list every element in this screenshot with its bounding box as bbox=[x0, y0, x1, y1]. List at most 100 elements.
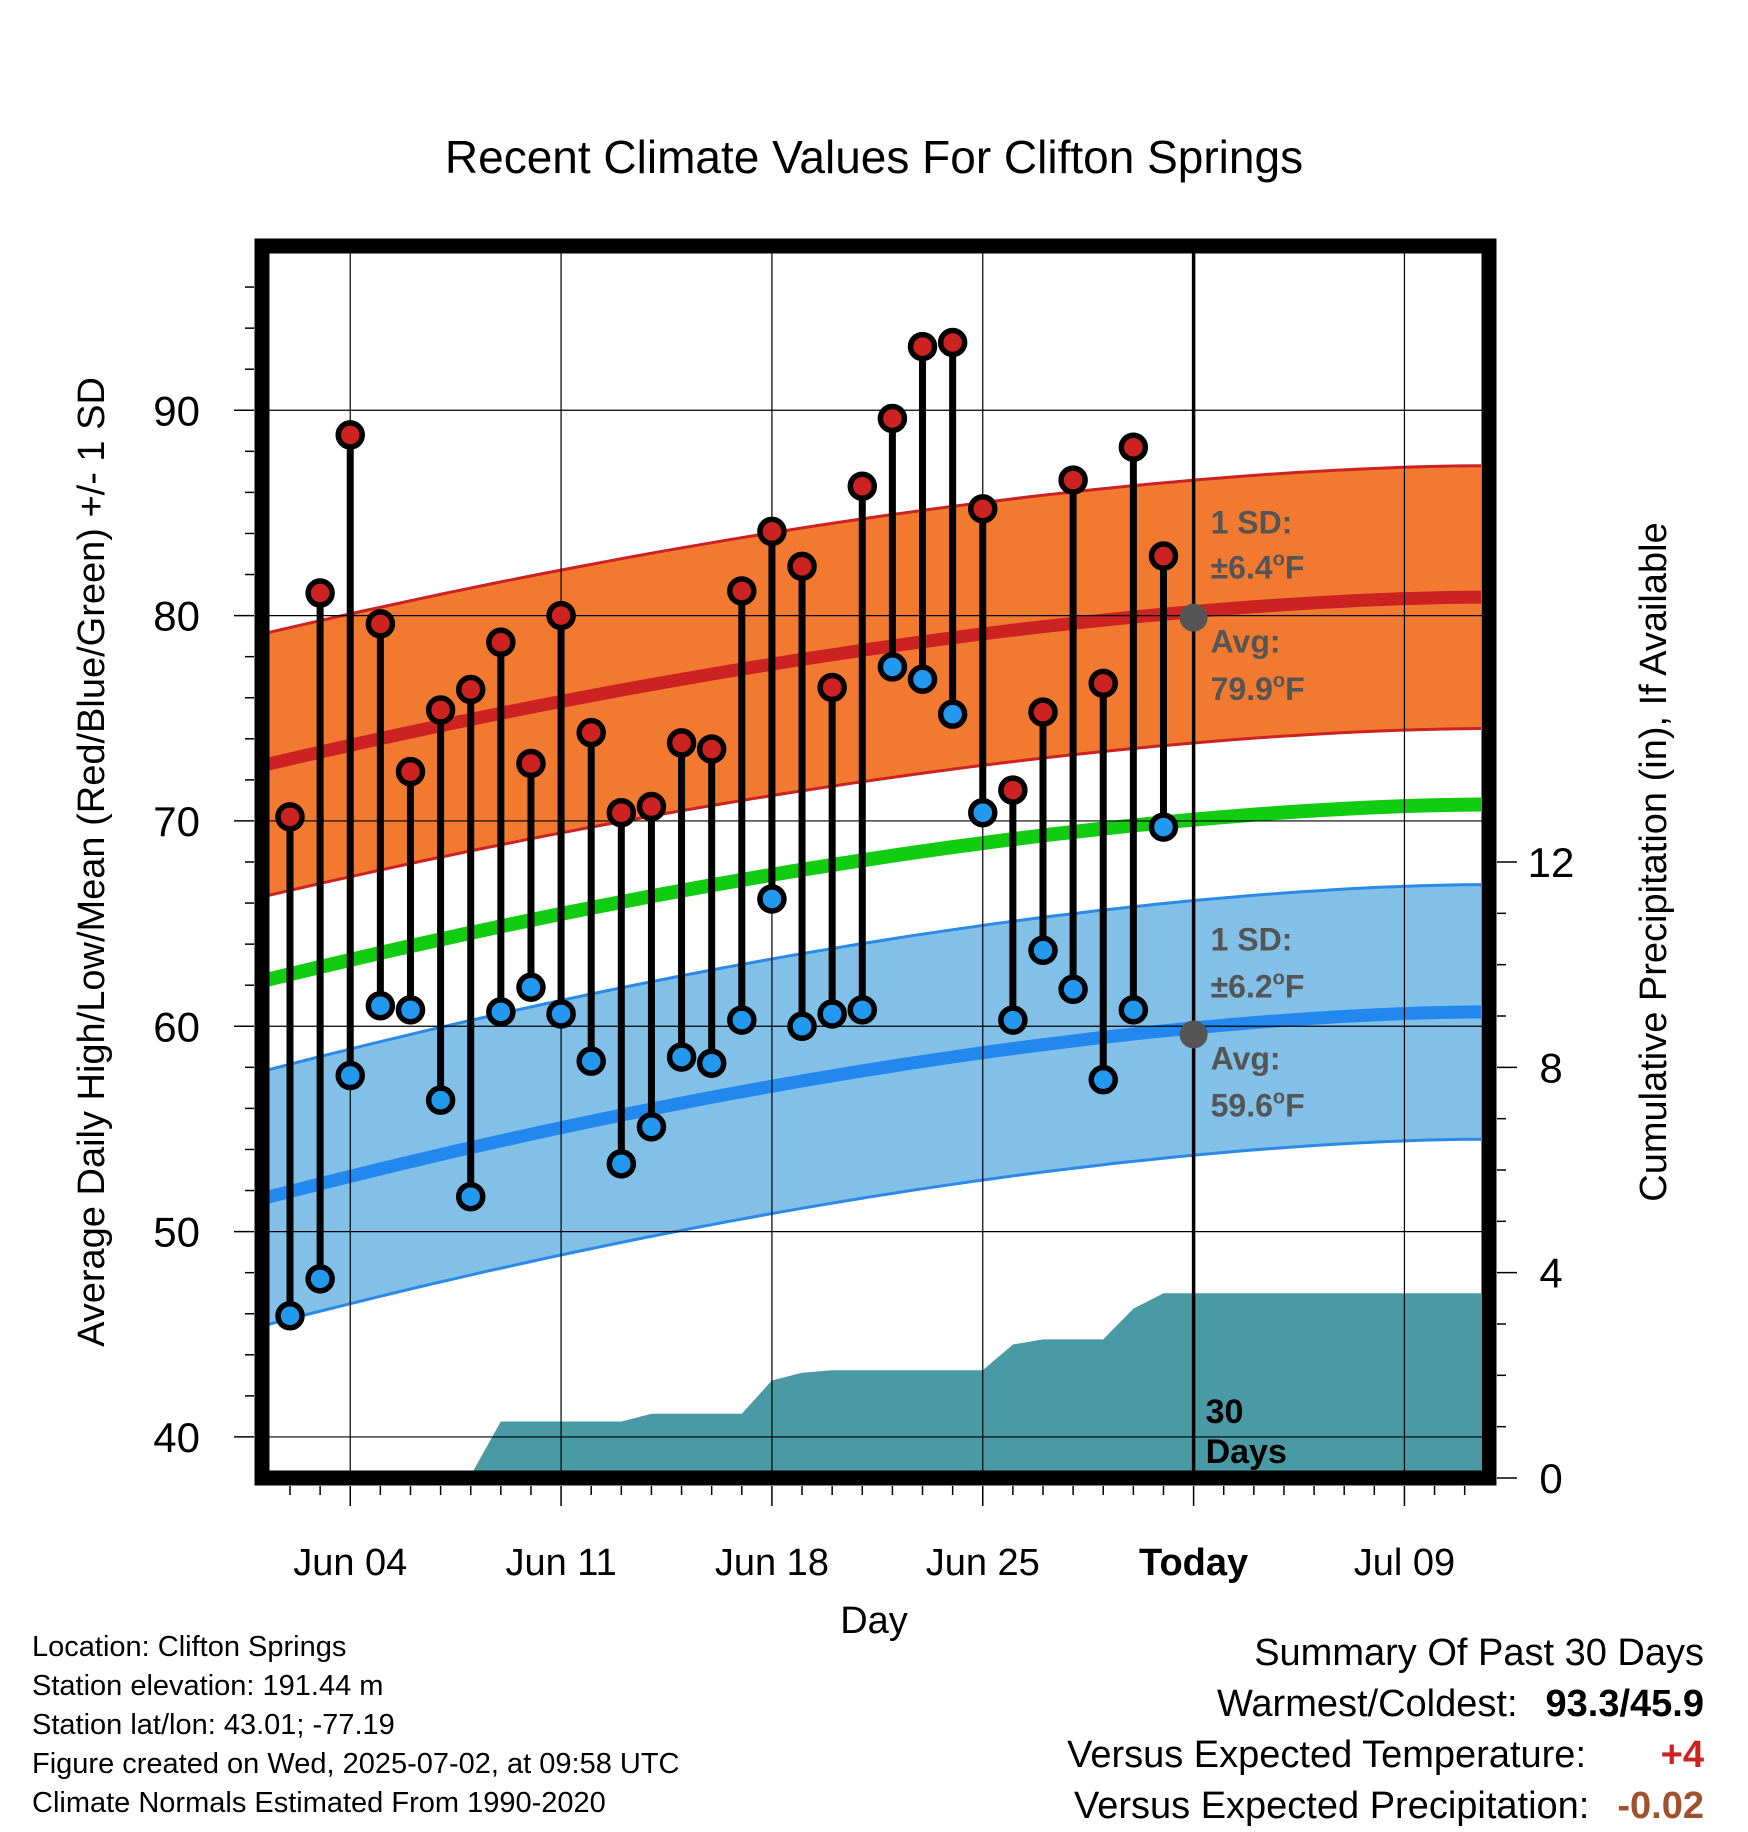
warm-cold-label: Warmest/Coldest: bbox=[1216, 1683, 1518, 1725]
low-point bbox=[847, 995, 878, 1025]
high-sd-band-upper-edge bbox=[261, 464, 1482, 636]
low-point bbox=[395, 995, 426, 1025]
low-point bbox=[275, 1301, 305, 1331]
high-point bbox=[1058, 465, 1088, 495]
high-point bbox=[305, 578, 335, 608]
low-point bbox=[907, 664, 938, 695]
low-point bbox=[486, 997, 516, 1027]
low-point bbox=[636, 1112, 667, 1142]
created-text: Figure created on Wed, 2025-07-02, at 09… bbox=[32, 1748, 680, 1780]
mean-normal-line bbox=[260, 797, 1482, 988]
low-point bbox=[666, 1042, 697, 1072]
summary-panel: Summary Of Past 30 Days Warmest/Coldest:… bbox=[1067, 1628, 1704, 1832]
low-point bbox=[727, 1005, 757, 1035]
precip-row: Versus Expected Precipitation: -0.02 bbox=[1067, 1781, 1704, 1832]
low-point bbox=[1058, 974, 1088, 1005]
station-info: Location: Clifton Springs Station elevat… bbox=[32, 1628, 680, 1823]
latlon-text: Station lat/lon: 43.01; -77.19 bbox=[32, 1709, 395, 1741]
temp-value: +4 bbox=[1660, 1734, 1704, 1776]
high-point bbox=[907, 331, 938, 362]
summary-heading: Summary Of Past 30 Days bbox=[1254, 1632, 1704, 1674]
high-point bbox=[1088, 668, 1118, 699]
location-text: Location: Clifton Springs bbox=[32, 1631, 347, 1663]
y-tick-label: 40 bbox=[153, 1414, 200, 1461]
low-point bbox=[968, 797, 998, 828]
low-point bbox=[335, 1060, 365, 1091]
x-axis-title: Day bbox=[840, 1600, 908, 1642]
temp-row: Versus Expected Temperature: +4 bbox=[1067, 1730, 1704, 1781]
high-normal-line bbox=[260, 590, 1482, 772]
today-high-avg-marker bbox=[1179, 603, 1208, 632]
low-point bbox=[787, 1011, 817, 1042]
x-tick-label: Jul 09 bbox=[1354, 1542, 1455, 1584]
low-point bbox=[425, 1085, 456, 1115]
high-point bbox=[455, 674, 486, 705]
high-point bbox=[546, 600, 576, 631]
precip-value: -0.02 bbox=[1617, 1785, 1704, 1827]
high-sd-band-lower-edge bbox=[261, 727, 1482, 899]
high-point bbox=[847, 471, 878, 501]
low-sd-band-lower-edge bbox=[261, 1137, 1482, 1328]
low-point bbox=[998, 1005, 1028, 1035]
y2-axis-title: Cumulative Precipitation (in), If Availa… bbox=[1633, 522, 1675, 1201]
high-point bbox=[727, 576, 757, 606]
low-point bbox=[937, 699, 968, 729]
low-point bbox=[1118, 995, 1149, 1025]
low-point bbox=[1088, 1064, 1118, 1095]
high-sd-value: ±6.4oF bbox=[1211, 549, 1305, 586]
high-point bbox=[968, 494, 998, 524]
y-tick-label: 50 bbox=[153, 1209, 200, 1256]
low-avg-label: Avg: bbox=[1211, 1040, 1281, 1076]
high-point bbox=[425, 695, 456, 725]
normals-text: Climate Normals Estimated From 1990-2020 bbox=[32, 1787, 606, 1819]
low-point bbox=[877, 652, 908, 682]
low-point bbox=[576, 1046, 606, 1076]
precip-area bbox=[290, 1293, 1481, 1478]
window-label-number: 30 bbox=[1206, 1393, 1244, 1431]
low-point bbox=[606, 1149, 637, 1179]
low-sd-band bbox=[262, 884, 1481, 1327]
high-point bbox=[1028, 697, 1058, 727]
high-point bbox=[365, 609, 396, 639]
low-point bbox=[546, 999, 576, 1029]
high-avg-value: 79.9oF bbox=[1211, 670, 1305, 707]
high-point bbox=[275, 802, 305, 832]
y-axis-title: Average Daily High/Low/Mean (Red/Blue/Gr… bbox=[71, 377, 113, 1347]
low-point bbox=[1148, 812, 1179, 842]
high-avg-label: Avg: bbox=[1211, 624, 1281, 660]
low-sd-value: ±6.2oF bbox=[1211, 968, 1305, 1005]
low-point bbox=[305, 1264, 335, 1294]
high-point bbox=[636, 791, 667, 822]
high-point bbox=[335, 420, 365, 450]
high-point bbox=[757, 516, 787, 547]
low-sd-band-upper-edge bbox=[261, 883, 1482, 1073]
low-avg-value: 59.6oF bbox=[1211, 1087, 1305, 1124]
plot-frame bbox=[254, 238, 1497, 1486]
low-point bbox=[1028, 935, 1058, 966]
x-tick-label: Jun 04 bbox=[293, 1542, 407, 1584]
warm-cold-row: Warmest/Coldest: 93.3/45.9 bbox=[1067, 1679, 1704, 1730]
window-label-unit: Days bbox=[1206, 1433, 1287, 1471]
temp-label: Versus Expected Temperature: bbox=[1067, 1734, 1586, 1776]
x-tick-label: Jun 25 bbox=[926, 1542, 1040, 1584]
low-sd-label: 1 SD: bbox=[1211, 921, 1293, 957]
warm-cold-value: 93.3/45.9 bbox=[1545, 1683, 1704, 1725]
high-point bbox=[606, 797, 637, 828]
low-point bbox=[455, 1181, 486, 1212]
high-point bbox=[787, 551, 817, 582]
high-point bbox=[1148, 541, 1179, 571]
elevation-text: Station elevation: 191.44 m bbox=[32, 1670, 384, 1702]
low-point bbox=[696, 1048, 727, 1078]
high-point bbox=[1118, 432, 1149, 462]
low-point bbox=[516, 972, 546, 1003]
high-sd-label: 1 SD: bbox=[1211, 504, 1293, 540]
high-point bbox=[666, 728, 697, 758]
y-tick-label: 80 bbox=[153, 593, 200, 640]
y2-tick-label: 0 bbox=[1539, 1455, 1562, 1502]
low-point bbox=[365, 990, 396, 1021]
high-point bbox=[576, 717, 606, 748]
x-tick-label: Jun 18 bbox=[715, 1542, 829, 1584]
high-point bbox=[998, 775, 1028, 805]
y2-tick-label: 8 bbox=[1539, 1044, 1562, 1091]
